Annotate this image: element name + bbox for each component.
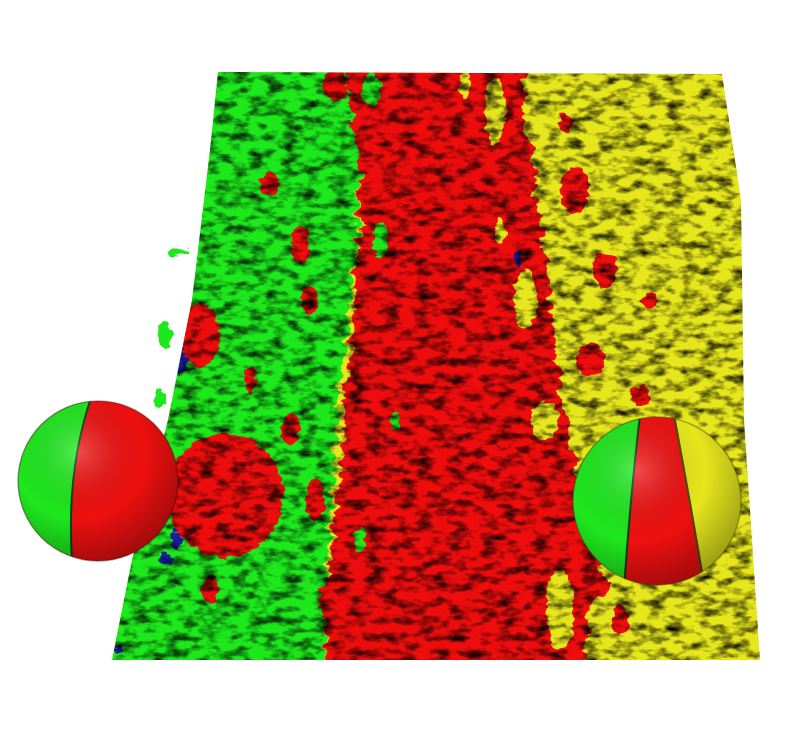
sphere-right [572,416,742,586]
